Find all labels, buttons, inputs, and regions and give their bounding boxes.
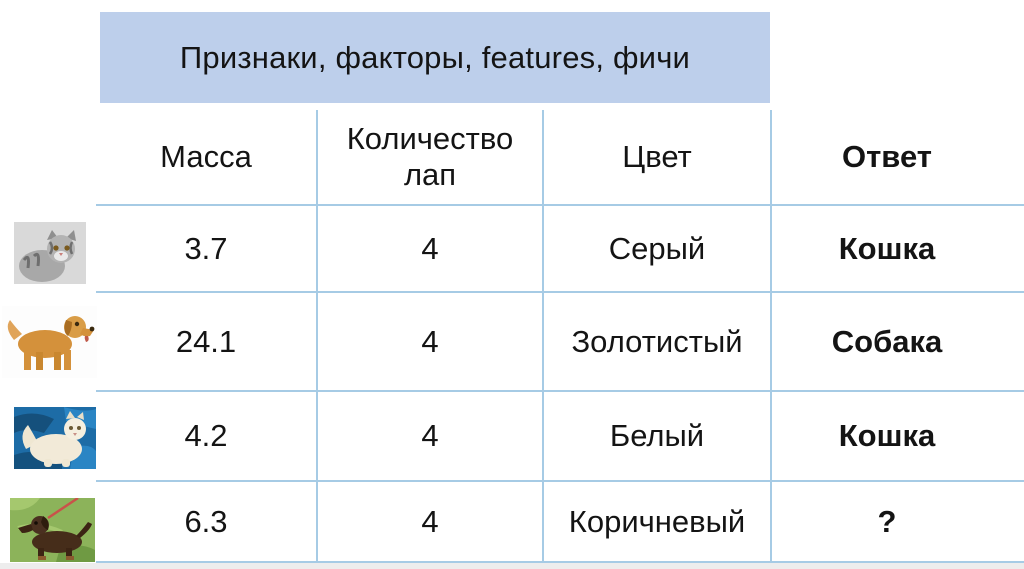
- table-cell-color: Серый: [544, 206, 772, 293]
- table-cell-color: Белый: [544, 392, 772, 482]
- table-cell-legs: 4: [318, 206, 544, 293]
- table-cell-legs: 4: [318, 293, 544, 392]
- feature-table: Масса Количество лап Цвет Ответ 3.7 4 Се…: [96, 110, 1024, 563]
- table-cell-answer: Кошка: [772, 392, 1024, 482]
- column-header-answer: Ответ: [772, 110, 1024, 206]
- table-cell-mass: 3.7: [96, 206, 318, 293]
- golden-retriever-dog-photo: [2, 306, 97, 378]
- white-fluffy-cat-photo: [14, 407, 96, 469]
- column-header-color: Цвет: [544, 110, 772, 206]
- gray-tabby-cat-photo: [14, 222, 86, 284]
- bottom-strip: [0, 563, 1024, 569]
- table-cell-legs: 4: [318, 392, 544, 482]
- table-cell-answer: Собака: [772, 293, 1024, 392]
- column-header-mass: Масса: [96, 110, 318, 206]
- table-cell-color: Коричневый: [544, 482, 772, 563]
- column-header-legs: Количество лап: [318, 110, 544, 206]
- table-cell-mass: 6.3: [96, 482, 318, 563]
- table-cell-color: Золотистый: [544, 293, 772, 392]
- table-cell-mass: 24.1: [96, 293, 318, 392]
- slide-title-box: Признаки, факторы, features, фичи: [100, 12, 770, 103]
- table-cell-answer: ?: [772, 482, 1024, 563]
- table-cell-answer: Кошка: [772, 206, 1024, 293]
- brown-dachshund-dog-photo: [10, 498, 95, 562]
- slide-title: Признаки, факторы, features, фичи: [179, 39, 691, 75]
- table-cell-legs: 4: [318, 482, 544, 563]
- table-cell-mass: 4.2: [96, 392, 318, 482]
